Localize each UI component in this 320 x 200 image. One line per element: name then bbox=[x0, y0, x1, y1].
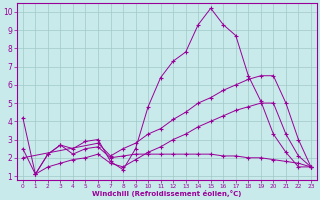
X-axis label: Windchill (Refroidissement éolien,°C): Windchill (Refroidissement éolien,°C) bbox=[92, 190, 242, 197]
